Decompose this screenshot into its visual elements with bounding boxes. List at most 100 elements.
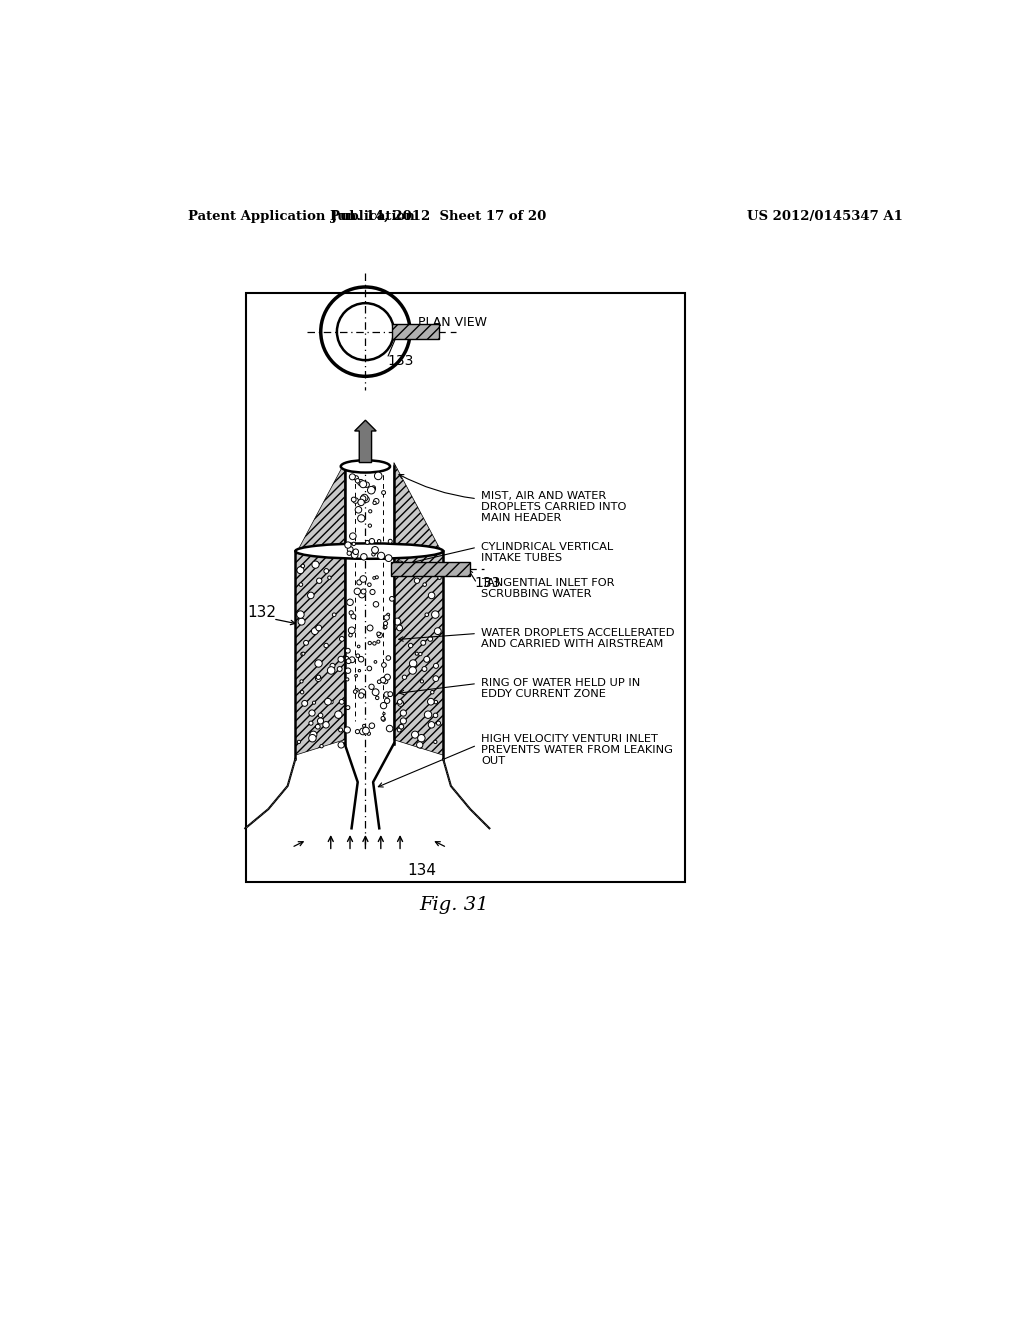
- Circle shape: [357, 499, 365, 506]
- Circle shape: [373, 502, 376, 504]
- Circle shape: [358, 591, 366, 598]
- Circle shape: [412, 731, 419, 738]
- Circle shape: [384, 622, 388, 626]
- Circle shape: [303, 640, 308, 645]
- Circle shape: [349, 611, 353, 615]
- Circle shape: [316, 675, 321, 680]
- Circle shape: [346, 706, 350, 710]
- Circle shape: [328, 576, 331, 579]
- Circle shape: [338, 742, 344, 748]
- Circle shape: [309, 721, 313, 725]
- Circle shape: [383, 678, 388, 684]
- Circle shape: [383, 713, 385, 715]
- Text: Jun. 14, 2012  Sheet 17 of 20: Jun. 14, 2012 Sheet 17 of 20: [331, 210, 546, 223]
- Text: Patent Application Publication: Patent Application Publication: [188, 210, 415, 223]
- Circle shape: [300, 680, 303, 682]
- Circle shape: [370, 539, 375, 544]
- Text: SCRUBBING WATER: SCRUBBING WATER: [481, 589, 592, 599]
- Circle shape: [424, 711, 432, 718]
- Circle shape: [373, 642, 376, 645]
- Circle shape: [354, 675, 357, 677]
- Circle shape: [372, 546, 379, 553]
- Circle shape: [415, 578, 420, 583]
- Circle shape: [367, 667, 372, 671]
- Circle shape: [358, 656, 364, 661]
- Bar: [246, 293, 685, 882]
- Circle shape: [381, 717, 385, 721]
- Circle shape: [308, 734, 316, 742]
- Circle shape: [409, 667, 417, 675]
- Text: HIGH VELOCITY VENTURI INLET: HIGH VELOCITY VENTURI INLET: [481, 734, 657, 744]
- Circle shape: [384, 675, 390, 680]
- Circle shape: [315, 725, 321, 729]
- Circle shape: [427, 698, 434, 705]
- Circle shape: [345, 668, 351, 673]
- Circle shape: [352, 543, 355, 545]
- Circle shape: [355, 507, 361, 513]
- Circle shape: [420, 680, 424, 682]
- Circle shape: [348, 627, 355, 634]
- Circle shape: [302, 701, 307, 706]
- Circle shape: [355, 730, 359, 734]
- Circle shape: [299, 583, 303, 586]
- Circle shape: [312, 561, 319, 569]
- Circle shape: [369, 510, 372, 513]
- Circle shape: [323, 722, 330, 729]
- Circle shape: [346, 678, 349, 681]
- Circle shape: [359, 689, 366, 696]
- Text: MIST, AIR AND WATER: MIST, AIR AND WATER: [481, 491, 606, 502]
- Circle shape: [428, 593, 435, 599]
- Circle shape: [356, 579, 361, 585]
- Circle shape: [316, 578, 322, 583]
- Circle shape: [330, 664, 335, 668]
- Circle shape: [337, 667, 342, 672]
- Circle shape: [309, 710, 315, 717]
- Circle shape: [419, 744, 422, 748]
- Circle shape: [421, 640, 426, 645]
- Circle shape: [353, 498, 358, 503]
- Circle shape: [378, 540, 381, 543]
- Circle shape: [396, 561, 403, 569]
- Circle shape: [349, 657, 355, 663]
- Circle shape: [415, 652, 419, 655]
- Text: 133: 133: [474, 576, 501, 590]
- Circle shape: [400, 710, 407, 717]
- Circle shape: [301, 652, 304, 656]
- Text: 132: 132: [247, 605, 275, 620]
- Circle shape: [362, 725, 366, 727]
- Text: 133: 133: [387, 354, 414, 368]
- Circle shape: [298, 618, 305, 626]
- Circle shape: [318, 713, 323, 718]
- Text: 134: 134: [408, 863, 437, 878]
- Circle shape: [354, 475, 358, 480]
- Circle shape: [364, 496, 370, 503]
- Circle shape: [369, 684, 374, 689]
- Circle shape: [382, 491, 386, 495]
- Circle shape: [428, 636, 433, 642]
- Circle shape: [345, 648, 350, 653]
- Circle shape: [376, 696, 379, 700]
- Circle shape: [372, 553, 375, 556]
- Circle shape: [358, 669, 360, 672]
- Circle shape: [382, 663, 386, 668]
- Circle shape: [380, 677, 386, 682]
- Circle shape: [315, 626, 322, 631]
- Circle shape: [314, 660, 323, 667]
- Circle shape: [338, 656, 344, 663]
- Circle shape: [347, 599, 353, 606]
- Circle shape: [373, 602, 379, 607]
- Circle shape: [367, 731, 371, 735]
- Text: Fig. 31: Fig. 31: [419, 896, 488, 915]
- Circle shape: [368, 583, 371, 586]
- Circle shape: [434, 628, 441, 635]
- Circle shape: [339, 700, 344, 705]
- Circle shape: [373, 577, 376, 579]
- Circle shape: [424, 566, 431, 574]
- Circle shape: [424, 656, 430, 663]
- Circle shape: [359, 480, 367, 487]
- Circle shape: [372, 486, 376, 490]
- Circle shape: [367, 624, 373, 631]
- Circle shape: [375, 473, 382, 479]
- Circle shape: [388, 540, 392, 544]
- Circle shape: [349, 474, 355, 480]
